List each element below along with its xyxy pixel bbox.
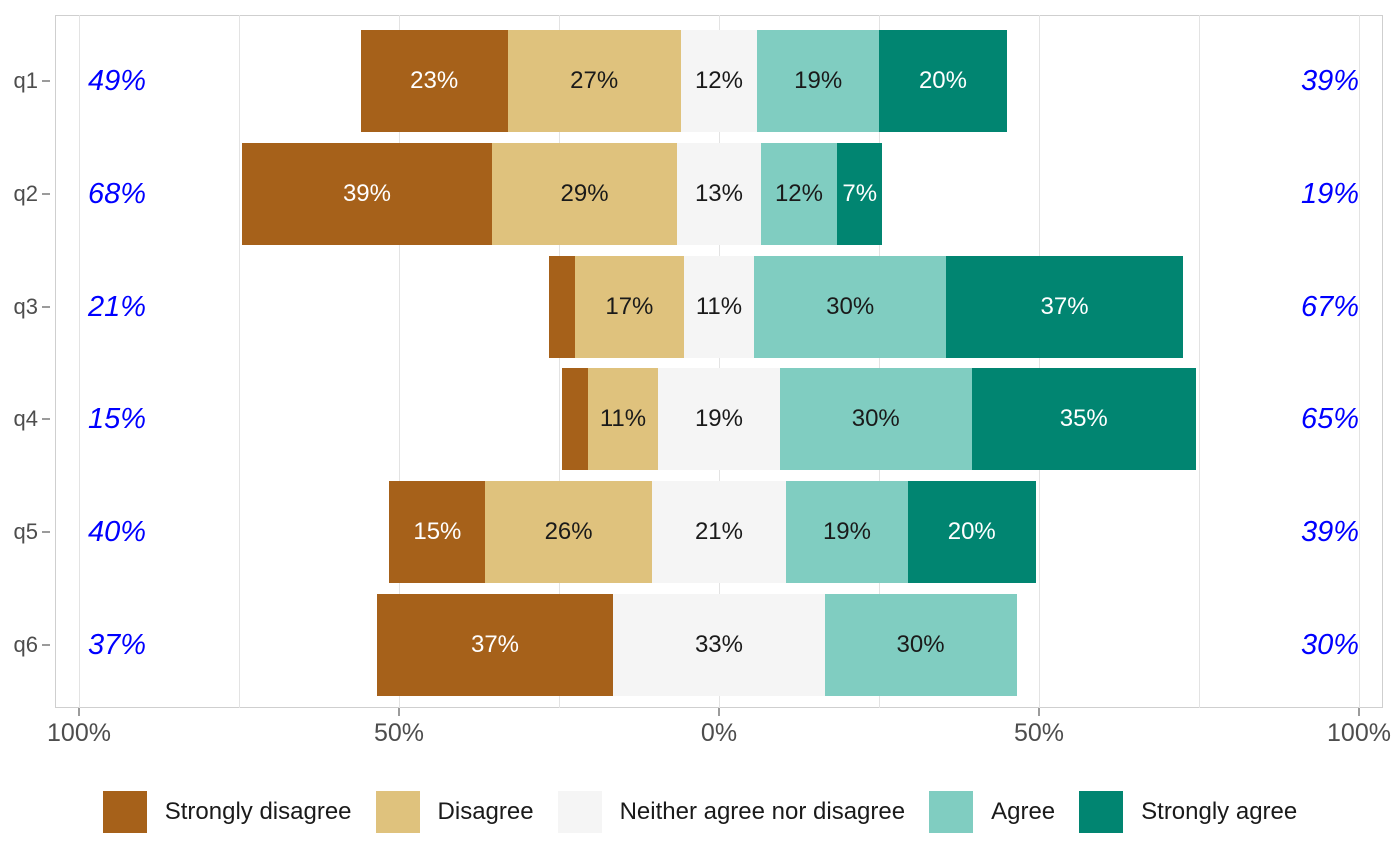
- bar-segment-q5-neither-agree-nor-disagree: 21%: [651, 481, 787, 584]
- x-axis-label-3: 50%: [1013, 719, 1065, 747]
- x-axis-tick-1: [398, 708, 400, 716]
- y-axis-tick-q3: [42, 305, 50, 308]
- legend-swatch-disagree: [375, 791, 420, 833]
- x-axis-tick-4: [1358, 708, 1360, 716]
- left-total-q2: 68%: [88, 177, 147, 210]
- bar-segment-q1-disagree: 27%: [507, 30, 681, 132]
- legend-label-agree: Agree: [991, 798, 1056, 825]
- bar-segment-q3-strongly-agree: 37%: [946, 255, 1183, 358]
- right-total-q4: 65%: [1300, 403, 1359, 436]
- bar-segment-q2-agree: 12%: [760, 142, 838, 245]
- bar-segment-q3-disagree: 17%: [574, 255, 684, 358]
- y-axis-tick-q6: [42, 644, 50, 646]
- gridline-0pct: [718, 15, 720, 708]
- bar-segment-q6-neither-agree-nor-disagree: 33%: [613, 594, 825, 696]
- right-total-q5: 39%: [1300, 516, 1359, 549]
- legend-item-strongly-agree: Strongly agree: [1079, 791, 1297, 833]
- bar-segment-q3-neither-agree-nor-disagree: 11%: [683, 255, 755, 358]
- bar-segment-q1-strongly-disagree: 23%: [360, 30, 508, 132]
- bar-segment-q2-strongly-agree: 7%: [837, 142, 883, 245]
- left-total-q1: 49%: [88, 65, 147, 97]
- x-axis-tick-2: [718, 708, 720, 716]
- bar-segment-q3-agree: 30%: [754, 255, 947, 358]
- y-axis-label-q4: q4: [13, 406, 38, 432]
- gridline--50pct: [398, 15, 400, 708]
- y-axis-label-q6: q6: [13, 632, 38, 657]
- right-total-q6: 30%: [1300, 629, 1359, 661]
- legend-item-disagree: Disagree: [375, 791, 534, 833]
- y-axis-tick-q2: [42, 192, 50, 195]
- bar-segment-q5-agree: 19%: [786, 481, 908, 584]
- legend-swatch-neither-agree-nor-disagree: [557, 791, 602, 833]
- bar-segment-q2-strongly-disagree: 39%: [242, 142, 492, 245]
- gridline-75pct: [1198, 15, 1200, 708]
- gridline--100pct: [78, 15, 80, 708]
- bar-segment-q6-agree: 30%: [824, 594, 1017, 696]
- legend-swatch-agree: [929, 791, 974, 833]
- legend-item-strongly-disagree: Strongly disagree: [102, 791, 352, 833]
- bar-segment-q5-strongly-disagree: 15%: [389, 481, 486, 584]
- bar-q1: 23% 27% 12% 19% 20%: [360, 30, 1007, 132]
- gridline-25pct: [878, 15, 880, 708]
- legend-label-disagree: Disagree: [437, 798, 534, 825]
- bar-segment-q6-strongly-disagree: 37%: [376, 594, 614, 696]
- gridline-50pct: [1038, 15, 1040, 708]
- bar-segment-q4-agree: 30%: [779, 368, 972, 471]
- x-axis-tick-3: [1038, 708, 1040, 716]
- bar-segment-q1-neither-agree-nor-disagree: 12%: [680, 30, 758, 132]
- left-total-q5: 40%: [88, 516, 147, 549]
- bar-q6: 37% 33% 30%: [376, 594, 1017, 696]
- y-axis-label-q5: q5: [13, 519, 38, 545]
- gridline--75pct: [238, 15, 240, 708]
- bar-segment-q1-agree: 19%: [757, 30, 879, 132]
- legend-label-strongly-agree: Strongly agree: [1141, 798, 1298, 825]
- right-total-q3: 67%: [1300, 290, 1359, 323]
- right-total-q1: 39%: [1300, 65, 1359, 97]
- bar-segment-q1-strongly-agree: 20%: [878, 30, 1007, 132]
- bar-segment-q3-strongly-disagree: [549, 255, 575, 358]
- bar-segment-q4-disagree: 11%: [587, 368, 659, 471]
- bar-q5: 15% 26% 21% 19% 20%: [389, 481, 1036, 584]
- y-axis-label-q2: q2: [13, 180, 38, 206]
- left-total-q6: 37%: [88, 629, 147, 661]
- y-axis-tick-q4: [42, 418, 50, 421]
- legend-label-strongly-disagree: Strongly disagree: [164, 798, 352, 825]
- legend-swatch-strongly-agree: [1079, 791, 1124, 833]
- bar-segment-q5-strongly-agree: 20%: [907, 481, 1036, 584]
- x-axis-label-0: 100%: [47, 719, 111, 747]
- gridline--25pct: [558, 15, 560, 708]
- bar-segment-q2-disagree: 29%: [491, 142, 678, 245]
- bar-segment-q4-strongly-agree: 35%: [971, 368, 1196, 471]
- legend-label-neither-agree-nor-disagree: Neither agree nor disagree: [619, 798, 906, 825]
- right-total-q2: 19%: [1300, 177, 1359, 210]
- bar-segment-q2-neither-agree-nor-disagree: 13%: [677, 142, 761, 245]
- legend-swatch-strongly-disagree: [102, 791, 147, 833]
- gridline-100pct: [1358, 15, 1360, 708]
- left-total-q4: 15%: [88, 403, 147, 436]
- x-axis-tick-0: [78, 708, 80, 716]
- bar-segment-q5-disagree: 26%: [485, 481, 652, 584]
- y-axis-label-q3: q3: [13, 293, 38, 319]
- y-axis-label-q1: q1: [13, 68, 38, 93]
- legend: Strongly disagree Disagree Neither agree n…: [0, 782, 1400, 842]
- y-axis-tick-q1: [42, 80, 50, 82]
- bar-q2: 39% 29% 13% 12% 7%: [242, 142, 883, 245]
- bar-q4: 11% 19% 30% 35%: [562, 368, 1196, 471]
- bar-segment-q4-strongly-disagree: [562, 368, 588, 471]
- x-axis-label-2: 0%: [700, 719, 738, 747]
- legend-item-agree: Agree: [929, 791, 1055, 833]
- bar-segment-q4-neither-agree-nor-disagree: 19%: [658, 368, 780, 471]
- left-total-q3: 21%: [88, 290, 147, 323]
- x-axis-label-1: 50%: [373, 719, 425, 747]
- x-axis-label-4: 100%: [1327, 719, 1391, 747]
- legend-item-neither-agree-nor-disagree: Neither agree nor disagree: [557, 791, 906, 833]
- bar-q3: 17% 11% 30% 37%: [549, 255, 1183, 358]
- y-axis-tick-q5: [42, 531, 50, 534]
